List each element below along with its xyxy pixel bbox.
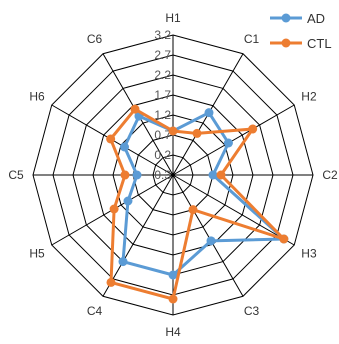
series-line-ad	[121, 111, 286, 277]
data-point-ad	[206, 236, 216, 246]
data-point-ad	[223, 138, 233, 148]
legend-marker-ctl	[281, 38, 291, 48]
tick-label: 3.2	[154, 28, 171, 42]
tick-label: 0.7	[154, 128, 171, 142]
tick-label: 0.3	[154, 168, 171, 182]
data-point-ctl	[109, 204, 119, 214]
data-point-ctl	[248, 124, 258, 134]
category-label-h2: H2	[301, 90, 317, 104]
tick-label: 2.7	[154, 48, 171, 62]
data-point-ad	[208, 170, 218, 180]
series-lines	[106, 104, 289, 304]
legend-label-ad: AD	[307, 11, 325, 26]
data-point-ctl	[168, 294, 178, 304]
data-point-ad	[132, 170, 142, 180]
data-point-ctl	[188, 205, 198, 215]
category-label-c5: C5	[8, 168, 24, 182]
category-labels: H1 C1 H2 C2 H3 C3 H4 C4 H5 C5 H6 C6	[8, 11, 338, 339]
data-point-ctl	[168, 126, 178, 136]
data-point-ctl	[130, 104, 140, 114]
data-point-ad	[204, 108, 214, 118]
data-point-ctl	[192, 128, 202, 138]
legend: AD CTL	[270, 11, 332, 51]
spoke-h2	[172, 104, 295, 176]
category-label-c4: C4	[87, 304, 103, 318]
data-point-ctl	[216, 170, 226, 180]
spoke-c4	[102, 174, 174, 297]
data-point-ctl	[120, 170, 130, 180]
data-point-ad	[120, 142, 129, 152]
category-label-h4: H4	[165, 325, 181, 339]
tick-label: 1.2	[154, 108, 171, 122]
data-point-ad	[123, 196, 133, 206]
category-label-c3: C3	[244, 304, 260, 318]
category-label-h3: H3	[301, 247, 317, 261]
spoke-c3	[172, 174, 244, 297]
tick-label: 1.7	[154, 88, 171, 102]
data-point-ad	[118, 257, 128, 267]
category-label-c1: C1	[244, 32, 260, 46]
category-label-h6: H6	[29, 90, 45, 104]
data-point-ad	[168, 270, 178, 280]
category-label-c6: C6	[87, 32, 103, 46]
radial-tick-labels: 0.3 0.2 0.7 1.2 1.7 2.2 2.7 3.2	[154, 28, 171, 182]
legend-label-ctl: CTL	[307, 36, 332, 51]
tick-label: 0.2	[154, 148, 171, 162]
category-label-h1: H1	[165, 11, 181, 25]
category-label-h5: H5	[29, 247, 45, 261]
data-point-ctl	[106, 134, 116, 144]
category-label-c2: C2	[322, 168, 338, 182]
tick-label: 2.2	[154, 68, 171, 82]
legend-marker-ad	[281, 13, 291, 23]
spoke-h3	[172, 174, 295, 246]
data-point-ctl	[279, 234, 289, 244]
data-point-ctl	[106, 277, 116, 287]
